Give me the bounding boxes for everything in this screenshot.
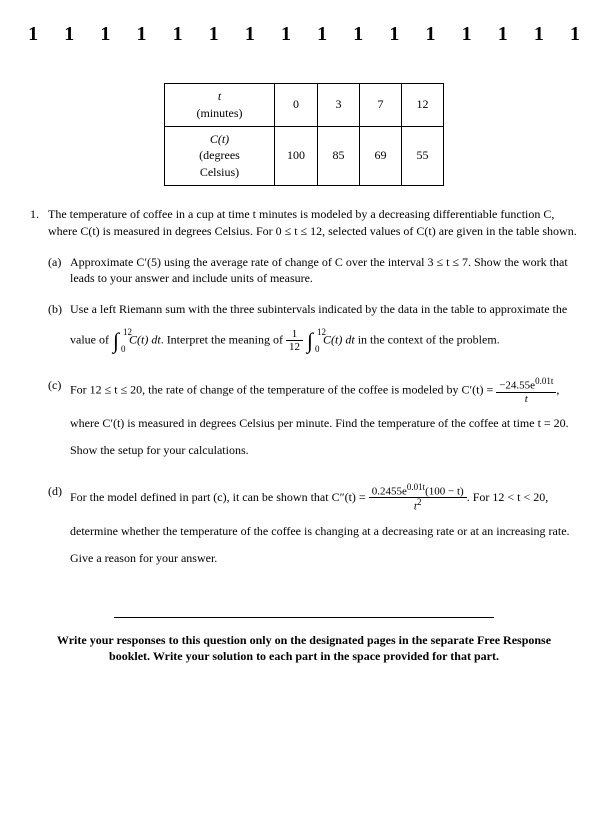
part-c-line3: Show the setup for your calculations. — [70, 442, 578, 459]
footer-instructions: Write your responses to this question on… — [0, 632, 608, 666]
denominator: 12 — [286, 341, 303, 353]
cell: 12 — [402, 84, 444, 127]
exponent: 0.01t — [407, 482, 425, 492]
question-intro: 1. The temperature of coffee in a cup at… — [30, 206, 578, 240]
part-c: (c) For 12 ≤ t ≤ 20, the rate of change … — [30, 377, 578, 468]
text: , — [556, 383, 559, 397]
header-digit: 1 — [196, 20, 232, 48]
header-digit: 1 — [51, 20, 87, 48]
den-exp: 2 — [417, 497, 422, 507]
int-lower: 0 — [315, 345, 320, 354]
part-d-line2: determine whether the temperature of the… — [70, 523, 578, 540]
cell: 85 — [318, 126, 360, 185]
header-digit: 1 — [268, 20, 304, 48]
part-c-label: (c) — [48, 377, 70, 468]
header-digit: 1 — [123, 20, 159, 48]
numerator: 0.2455e0.01t(100 − t) — [369, 483, 467, 499]
text: in the context of the problem. — [355, 332, 500, 346]
header-digit: 1 — [557, 20, 593, 48]
int-upper: 12 — [123, 328, 132, 337]
part-d: (d) For the model defined in part (c), i… — [30, 483, 578, 577]
part-a-body: Approximate C′(5) using the average rate… — [70, 254, 578, 288]
part-c-line1: For 12 ≤ t ≤ 20, the rate of change of t… — [70, 377, 578, 405]
header-digit: 1 — [232, 20, 268, 48]
header-digit: 1 — [412, 20, 448, 48]
cell: 55 — [402, 126, 444, 185]
part-d-body: For the model defined in part (c), it ca… — [70, 483, 578, 577]
integrand: C(t) dt — [323, 332, 355, 346]
header-digit: 1 — [160, 20, 196, 48]
part-a: (a) Approximate C′(5) using the average … — [30, 254, 578, 288]
cell: 7 — [360, 84, 402, 127]
question-content: 1. The temperature of coffee in a cup at… — [0, 206, 608, 577]
integral-symbol: ∫120 — [307, 330, 313, 352]
header-digit: 1 — [87, 20, 123, 48]
integrand: C(t) dt — [129, 332, 161, 346]
part-b-label: (b) — [48, 301, 70, 363]
text: value of — [70, 332, 112, 346]
num-text: −24.55e — [499, 380, 535, 392]
section-header: 1111111111111111 — [0, 0, 608, 58]
cell: 100 — [275, 126, 318, 185]
part-d-label: (d) — [48, 483, 70, 577]
part-b-line2: value of ∫120 C(t) dt. Interpret the mea… — [70, 328, 578, 353]
denominator: t — [496, 393, 556, 405]
int-upper: 12 — [317, 328, 326, 337]
header-digit: 1 — [376, 20, 412, 48]
question-number: 1. — [30, 206, 48, 240]
integral-symbol: ∫120 — [113, 330, 119, 352]
text: . For 12 < t < 20, — [467, 490, 549, 504]
header-digit: 1 — [521, 20, 557, 48]
numerator: −24.55e0.01t — [496, 377, 556, 393]
t-units: (minutes) — [197, 106, 243, 120]
part-c-line2: where C′(t) is measured in degrees Celsi… — [70, 415, 578, 432]
table-row: t (minutes) 0 3 7 12 — [165, 84, 444, 127]
int-lower: 0 — [121, 345, 126, 354]
t-symbol: t — [218, 89, 221, 103]
row2-label: C(t) (degrees Celsius) — [165, 126, 275, 185]
fraction: 0.2455e0.01t(100 − t)t2 — [369, 483, 467, 514]
fraction: 112 — [286, 328, 303, 353]
part-d-line1: For the model defined in part (c), it ca… — [70, 483, 578, 514]
text: For 12 ≤ t ≤ 20, the rate of change of t… — [70, 383, 496, 397]
data-table-container: t (minutes) 0 3 7 12 C(t) (degrees Celsi… — [0, 83, 608, 186]
exponent: 0.01t — [535, 376, 553, 386]
table-row: C(t) (degrees Celsius) 100 85 69 55 — [165, 126, 444, 185]
part-b-body: Use a left Riemann sum with the three su… — [70, 301, 578, 363]
part-b: (b) Use a left Riemann sum with the thre… — [30, 301, 578, 363]
divider-line — [114, 617, 494, 618]
cell: 3 — [318, 84, 360, 127]
header-digit: 1 — [340, 20, 376, 48]
text: . Interpret the meaning of — [161, 332, 286, 346]
header-digit: 1 — [449, 20, 485, 48]
part-a-label: (a) — [48, 254, 70, 288]
num-text: 0.2455e — [372, 485, 407, 497]
part-b-line1: Use a left Riemann sum with the three su… — [70, 301, 578, 318]
cell: 69 — [360, 126, 402, 185]
c-units: (degrees Celsius) — [199, 148, 240, 179]
denominator: t2 — [369, 498, 467, 513]
header-digit: 1 — [15, 20, 51, 48]
part-c-body: For 12 ≤ t ≤ 20, the rate of change of t… — [70, 377, 578, 468]
c-symbol: C(t) — [210, 132, 229, 146]
header-digit: 1 — [304, 20, 340, 48]
fraction: −24.55e0.01tt — [496, 377, 556, 405]
cell: 0 — [275, 84, 318, 127]
num-text2: (100 − t) — [425, 485, 464, 497]
text: For the model defined in part (c), it ca… — [70, 490, 369, 504]
part-d-line3: Give a reason for your answer. — [70, 550, 578, 567]
question-text: The temperature of coffee in a cup at ti… — [48, 206, 578, 240]
row1-label: t (minutes) — [165, 84, 275, 127]
header-digit: 1 — [485, 20, 521, 48]
numerator: 1 — [286, 328, 303, 341]
data-table: t (minutes) 0 3 7 12 C(t) (degrees Celsi… — [164, 83, 444, 186]
